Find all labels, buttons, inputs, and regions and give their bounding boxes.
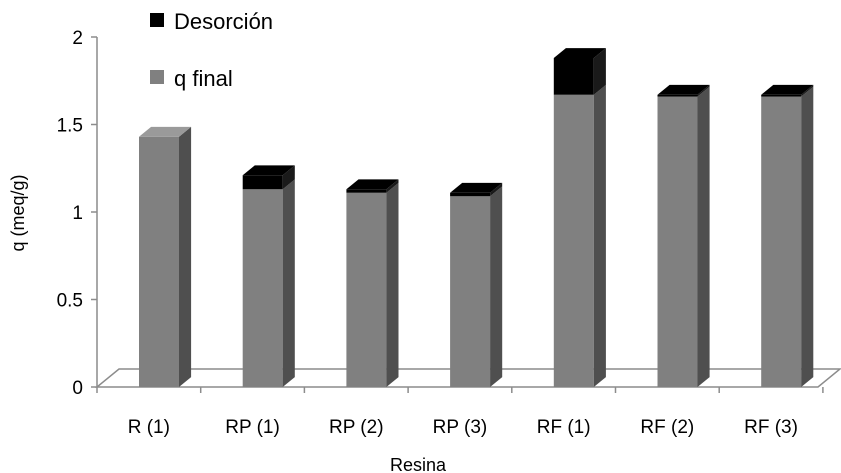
legend-swatch-q-final bbox=[150, 70, 164, 84]
bar-top-rf-1 bbox=[553, 48, 606, 58]
bar-q-final-r-1-side bbox=[179, 126, 192, 387]
tick-labels: 0 0.5 1 1.5 2 R (1) RP (1) RP (2) RP (3) RF (1) RF… bbox=[57, 28, 798, 438]
bar-desorcion-rp-2-side bbox=[386, 179, 399, 193]
bars bbox=[139, 48, 814, 387]
bar-top-rp-2 bbox=[346, 179, 399, 190]
x-tick-label: RP (2) bbox=[329, 417, 384, 438]
bar-q-final-rp-3-side bbox=[490, 186, 503, 387]
x-tick-label: RF (3) bbox=[744, 417, 798, 438]
bar-stack-rf-3 bbox=[761, 84, 814, 387]
bar-stack-rf-1 bbox=[553, 48, 606, 387]
bar-q-final-rp-2-side bbox=[386, 182, 399, 387]
y-tick-label: 1.5 bbox=[57, 116, 83, 137]
bar-q-final-rf-1 bbox=[553, 94, 594, 387]
x-tick-label: RF (1) bbox=[537, 417, 591, 438]
bar-desorcion-rf-2 bbox=[657, 94, 698, 97]
bar-q-final-rp-1-side bbox=[282, 179, 295, 387]
y-tick-label: 0.5 bbox=[57, 291, 83, 312]
bar-q-final-rf-2 bbox=[657, 96, 698, 387]
bar-stack-rp-3 bbox=[450, 182, 503, 387]
bar-desorcion-rf-1-side bbox=[593, 48, 606, 95]
bar-q-final-rf-1-side bbox=[593, 84, 606, 387]
x-tick-label: RP (1) bbox=[225, 417, 280, 438]
bar-q-final-rp-1 bbox=[242, 189, 283, 387]
axes bbox=[91, 36, 824, 393]
bar-desorcion-rp-2 bbox=[346, 189, 387, 193]
y-tick-label: 0 bbox=[72, 378, 83, 399]
bar-desorcion-rf-2-side bbox=[697, 84, 710, 97]
bar-stack-rp-1 bbox=[242, 165, 295, 387]
bar-desorcion-rf-3-side bbox=[801, 84, 814, 97]
bar-desorcion-rf-3 bbox=[761, 94, 802, 97]
bar-top-rp-1 bbox=[242, 165, 295, 176]
bar-q-final-rf-2-side bbox=[697, 86, 710, 387]
bar-stack-rf-2 bbox=[657, 84, 710, 387]
bar-q-final-rp-3 bbox=[450, 196, 491, 387]
legend-swatch-desorcion bbox=[150, 13, 164, 27]
legend: Desorción q final bbox=[150, 9, 273, 91]
bar-stack-r-1 bbox=[139, 126, 192, 387]
legend-label-desorcion: Desorción bbox=[174, 9, 273, 34]
bar-desorcion-rp-3 bbox=[450, 192, 491, 197]
x-tick-label: R (1) bbox=[128, 417, 170, 438]
bar-top-rp-3 bbox=[450, 182, 503, 193]
bar-desorcion-rp-1 bbox=[242, 175, 283, 190]
legend-label-q-final: q final bbox=[174, 66, 233, 91]
y-tick-label: 1 bbox=[72, 203, 83, 224]
y-axis-title: q (meq/g) bbox=[8, 174, 28, 251]
x-axis-title: Resina bbox=[390, 455, 447, 473]
bar-desorcion-rp-1-side bbox=[282, 165, 295, 190]
bar-q-final-rf-3 bbox=[761, 96, 802, 387]
x-tick-label: RP (3) bbox=[433, 417, 488, 438]
x-tick-label: RF (2) bbox=[640, 417, 694, 438]
bar-desorcion-rp-3-side bbox=[490, 182, 503, 197]
bar-stack-rp-2 bbox=[346, 179, 399, 387]
bar-top-rf-3 bbox=[761, 84, 814, 95]
bar-q-final-r-1 bbox=[139, 136, 179, 387]
y-tick-label: 2 bbox=[72, 28, 83, 49]
bar-q-final-rp-2 bbox=[346, 192, 387, 387]
bar-top-r-1 bbox=[139, 126, 192, 137]
bar-desorcion-rf-1 bbox=[553, 58, 594, 95]
bar-q-final-rf-3-side bbox=[801, 86, 814, 387]
bar-top-rf-2 bbox=[657, 84, 710, 95]
